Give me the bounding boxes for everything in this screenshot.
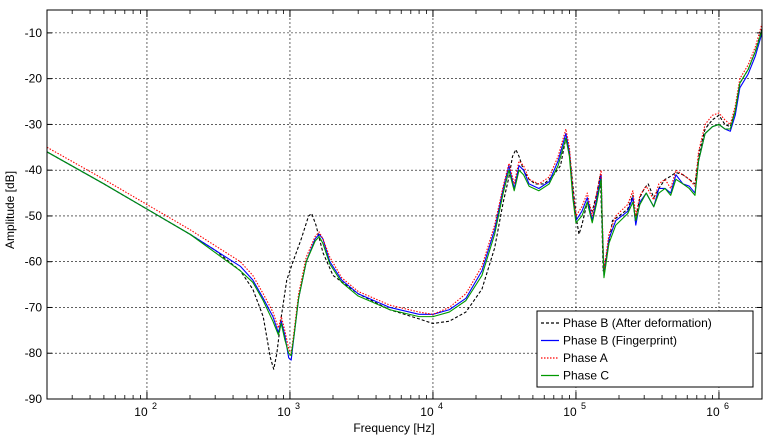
x-tick-label-exponent: 5 <box>581 401 586 411</box>
x-tick-label: 10 <box>277 405 291 419</box>
legend-label-0: Phase B (After deformation) <box>563 316 712 330</box>
x-tick-label: 10 <box>134 405 148 419</box>
y-tick-label: -90 <box>25 392 43 406</box>
x-axis-ticks: 10 2 10 3 10 4 10 5 10 6 <box>134 10 729 419</box>
legend: Phase B (After deformation) Phase B (Fing… <box>536 310 754 388</box>
x-axis-label: Frequency [Hz] <box>353 421 434 435</box>
y-axis-ticks: -10 -20 -30 -40 -50 -60 -70 -80 -90 <box>25 26 762 406</box>
grid <box>47 10 762 399</box>
y-tick-label: -40 <box>25 163 43 177</box>
y-axis-label: Amplitude [dB] <box>3 171 17 249</box>
x-tick-label: 10 <box>420 405 434 419</box>
plot-frame <box>46 9 763 400</box>
y-tick-label: -30 <box>25 117 43 131</box>
legend-label-1: Phase B (Fingerprint) <box>563 334 677 348</box>
x-tick-label-exponent: 3 <box>295 401 300 411</box>
legend-box <box>536 310 754 388</box>
series-line-3 <box>46 30 763 357</box>
series-line-2 <box>46 23 763 354</box>
y-tick-label: -20 <box>25 72 43 86</box>
legend-label-3: Phase C <box>563 369 609 383</box>
y-tick-label: -50 <box>25 209 43 223</box>
legend-label-2: Phase A <box>563 351 608 365</box>
y-tick-label: -60 <box>25 255 43 269</box>
series-lines <box>46 23 763 370</box>
x-tick-label-exponent: 6 <box>724 401 729 411</box>
y-tick-label: -80 <box>25 346 43 360</box>
x-tick-label: 10 <box>706 405 720 419</box>
x-tick-label-exponent: 4 <box>438 401 443 411</box>
minor-ticks <box>46 10 763 399</box>
y-tick-label: -70 <box>25 300 43 314</box>
series-line-1 <box>46 32 763 361</box>
x-tick-label-exponent: 2 <box>152 401 157 411</box>
x-tick-label: 10 <box>563 405 577 419</box>
y-tick-label: -10 <box>25 26 43 40</box>
